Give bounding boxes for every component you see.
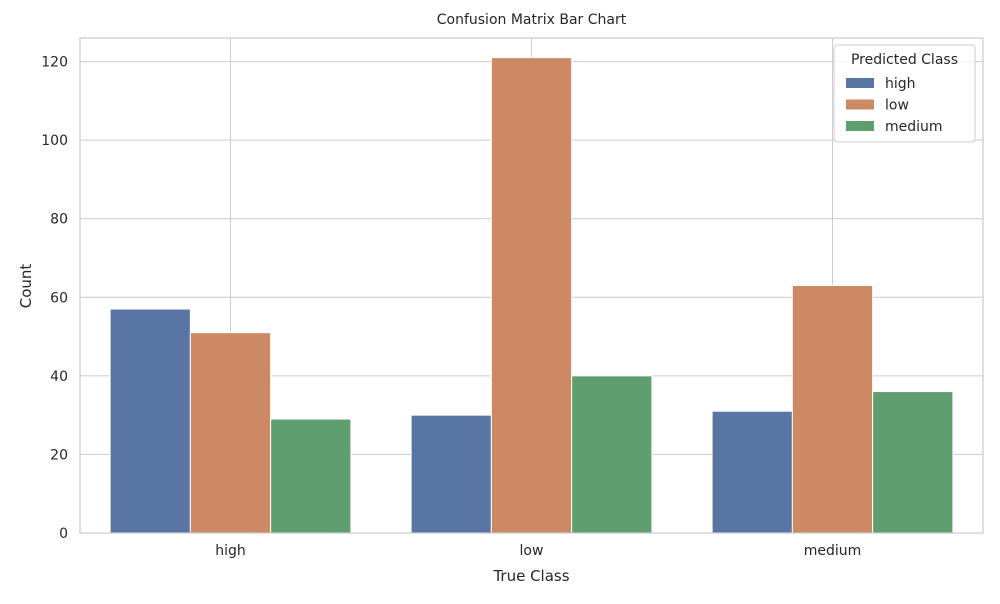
- bar: [872, 391, 954, 534]
- bar: [270, 418, 352, 534]
- bar: [410, 414, 492, 534]
- bar: [189, 332, 272, 534]
- y-tick-label: 40: [50, 369, 68, 385]
- legend-box: [833, 44, 976, 143]
- bar: [711, 410, 793, 534]
- x-tick-label: medium: [804, 543, 862, 559]
- legend-label: medium: [885, 119, 943, 135]
- y-tick-label: 120: [41, 55, 68, 71]
- y-tick-label: 100: [41, 133, 68, 149]
- legend-swatch: [846, 78, 874, 88]
- y-tick-label: 20: [50, 447, 68, 463]
- legend-label: low: [885, 98, 909, 114]
- tick-labels: 0 20 40 60 80 100 120 high low medium: [41, 55, 861, 559]
- bar: [571, 375, 653, 534]
- y-tick-label: 0: [59, 526, 68, 542]
- bars: [109, 57, 954, 534]
- y-tick-label: 60: [50, 290, 68, 306]
- y-axis-label: Count: [17, 264, 35, 309]
- x-axis-label: True Class: [492, 567, 569, 585]
- chart-title: Confusion Matrix Bar Chart: [437, 12, 627, 28]
- x-tick-label: high: [215, 543, 246, 559]
- legend-swatch: [846, 121, 874, 131]
- bar: [109, 308, 191, 534]
- legend-swatch: [846, 99, 874, 110]
- axes-frame: [79, 37, 984, 534]
- bar: [490, 57, 573, 534]
- legend-label: high: [885, 76, 916, 92]
- legend: Predicted Class high low medium: [833, 44, 976, 143]
- plot-frame: [79, 37, 984, 534]
- x-tick-label: low: [520, 543, 544, 559]
- legend-title: Predicted Class: [851, 52, 958, 68]
- y-tick-label: 80: [50, 212, 68, 228]
- bar: [791, 285, 874, 534]
